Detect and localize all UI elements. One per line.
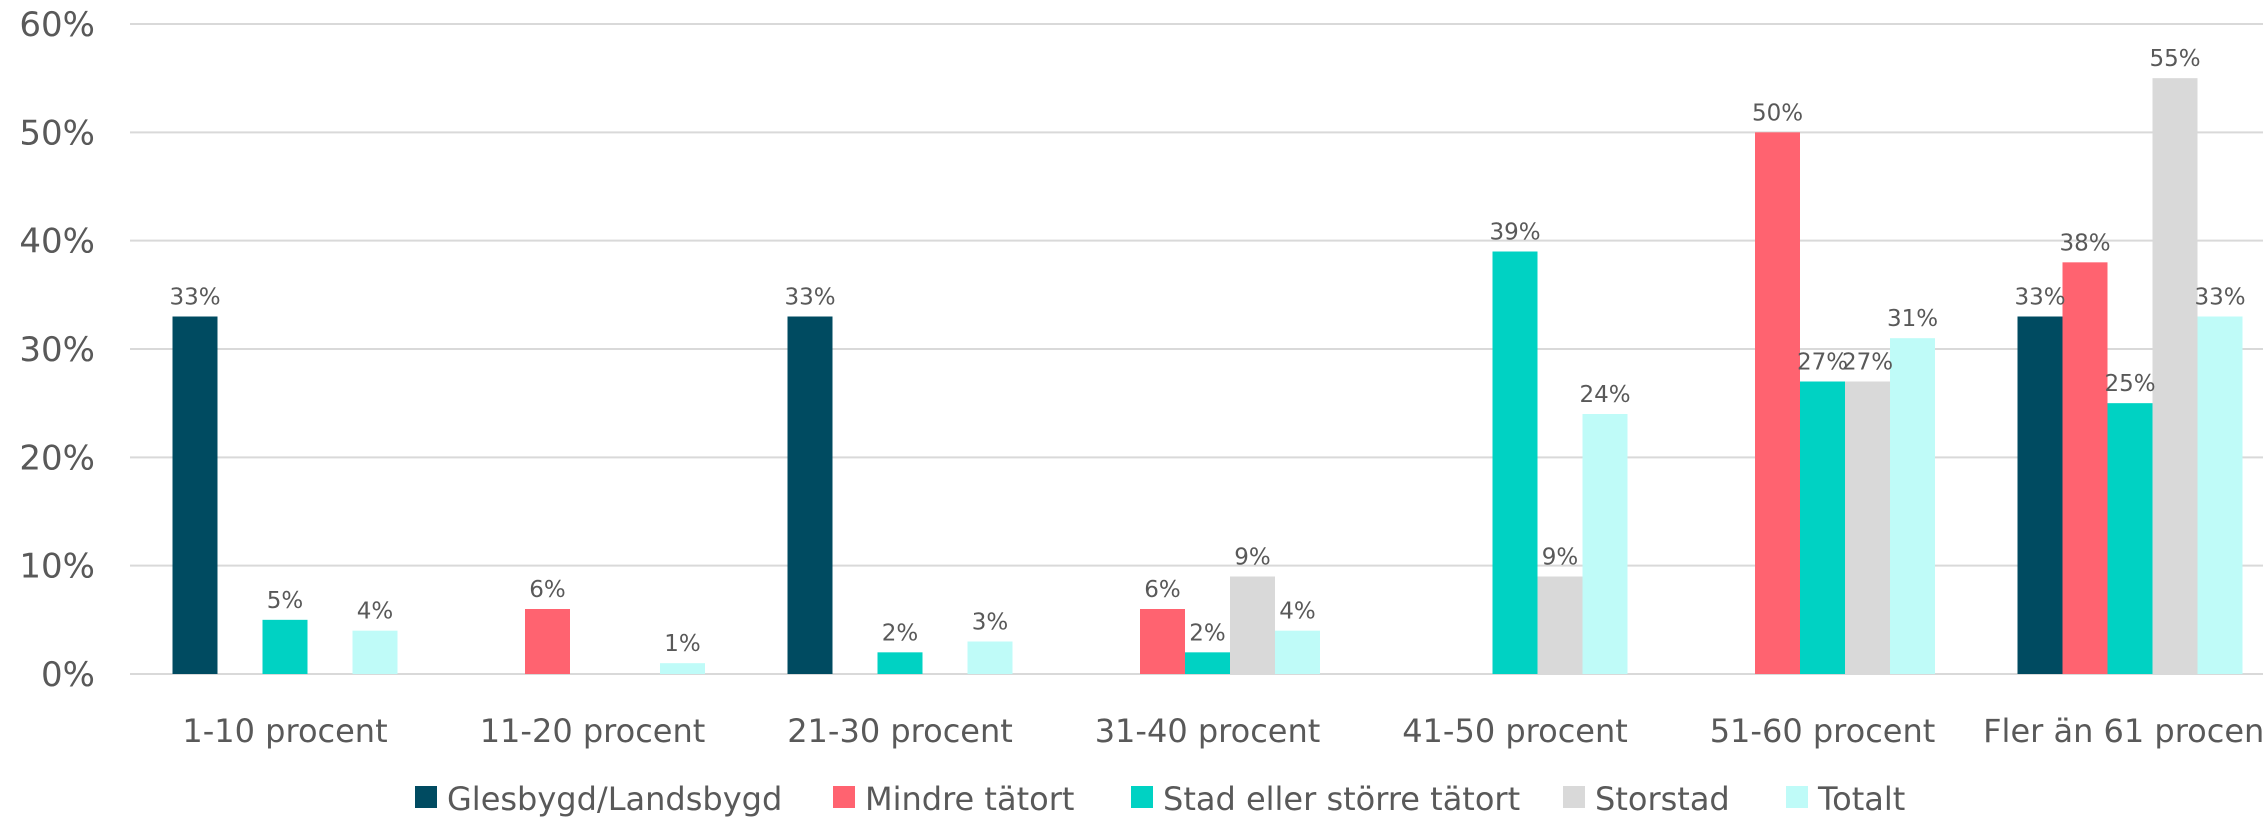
y-tick-label: 20% — [19, 438, 95, 478]
bar — [352, 630, 398, 674]
legend-swatch — [415, 786, 437, 808]
x-tick-label: 21-30 procent — [787, 712, 1013, 750]
data-label: 27% — [1842, 350, 1893, 376]
data-label: 9% — [1542, 545, 1579, 571]
legend-swatch — [1131, 786, 1153, 808]
y-tick-label: 50% — [19, 113, 95, 153]
legend-swatch — [1786, 786, 1808, 808]
data-label: 3% — [972, 610, 1009, 636]
data-label: 2% — [882, 620, 919, 646]
bar — [1582, 414, 1628, 674]
data-label: 5% — [267, 588, 304, 614]
bar — [1275, 630, 1320, 674]
data-label: 4% — [1279, 599, 1316, 625]
y-axis-ticks: 0% 10% 20% 30% 40% 50% 60% — [19, 5, 95, 695]
data-label: 33% — [2194, 285, 2245, 311]
bar — [1800, 381, 1845, 674]
data-label: 6% — [529, 577, 566, 603]
x-tick-label: 41-50 procent — [1402, 712, 1628, 750]
x-tick-label: 11-20 procent — [480, 712, 706, 750]
bar — [967, 641, 1013, 674]
bar — [1845, 381, 1890, 674]
bar — [172, 316, 218, 674]
bar — [1185, 652, 1230, 674]
bar — [1140, 609, 1185, 674]
data-label: 1% — [664, 631, 701, 657]
legend-swatch — [833, 786, 855, 808]
data-label: 9% — [1234, 545, 1271, 571]
bar — [1890, 338, 1935, 674]
data-label: 6% — [1144, 577, 1181, 603]
data-label: 39% — [1489, 220, 1540, 246]
bar — [525, 609, 570, 674]
data-label: 33% — [169, 285, 220, 311]
legend-label: Storstad — [1595, 780, 1730, 817]
data-label: 27% — [1797, 350, 1848, 376]
data-label: 38% — [2059, 230, 2110, 256]
data-label: 33% — [2014, 285, 2065, 311]
legend: Glesbygd/Landsbygd Mindre tätort Stad elle… — [415, 780, 1905, 818]
legend-label: Glesbygd/Landsbygd — [447, 780, 782, 817]
bar — [660, 663, 705, 674]
data-label: 55% — [2149, 46, 2200, 72]
y-tick-label: 40% — [19, 222, 95, 262]
legend-swatch — [1563, 786, 1585, 808]
bar — [2062, 262, 2108, 674]
y-tick-label: 30% — [19, 330, 95, 370]
bar — [2152, 78, 2198, 674]
bar — [1230, 576, 1275, 674]
y-tick-label: 0% — [41, 655, 95, 695]
data-label: 50% — [1752, 100, 1803, 126]
bar — [877, 652, 923, 674]
data-label: 25% — [2104, 371, 2155, 397]
x-tick-label: Fler än 61 procent — [1983, 712, 2263, 750]
x-tick-label: 31-40 procent — [1095, 712, 1321, 750]
bars — [172, 78, 2243, 675]
legend-label: Mindre tätort — [865, 780, 1074, 817]
data-labels: 33% 5% 4% 6% 1% 33% 2% 3% 6% 2% 9% 4% 39% 9% 24% 50% 27%… — [169, 46, 2245, 657]
data-label: 2% — [1189, 620, 1226, 646]
bar — [2017, 316, 2063, 674]
legend-label: Stad eller större tätort — [1163, 780, 1520, 817]
data-label: 33% — [784, 285, 835, 311]
bar — [1755, 132, 1800, 675]
data-label: 24% — [1579, 382, 1630, 408]
gridlines — [130, 23, 2263, 675]
bar — [1537, 576, 1583, 674]
y-tick-label: 10% — [19, 547, 95, 587]
bar — [2107, 403, 2153, 674]
bar — [787, 316, 833, 674]
bar — [2197, 316, 2243, 674]
data-label: 31% — [1887, 306, 1938, 332]
bar — [262, 619, 308, 674]
data-label: 4% — [357, 599, 394, 625]
x-tick-label: 1-10 procent — [182, 712, 387, 750]
x-axis-ticks: 1-10 procent 11-20 procent 21-30 procent 31… — [182, 712, 2263, 750]
bar — [1492, 251, 1538, 674]
x-tick-label: 51-60 procent — [1710, 712, 1936, 750]
legend-label: Totalt — [1817, 780, 1905, 817]
y-tick-label: 60% — [19, 5, 95, 45]
